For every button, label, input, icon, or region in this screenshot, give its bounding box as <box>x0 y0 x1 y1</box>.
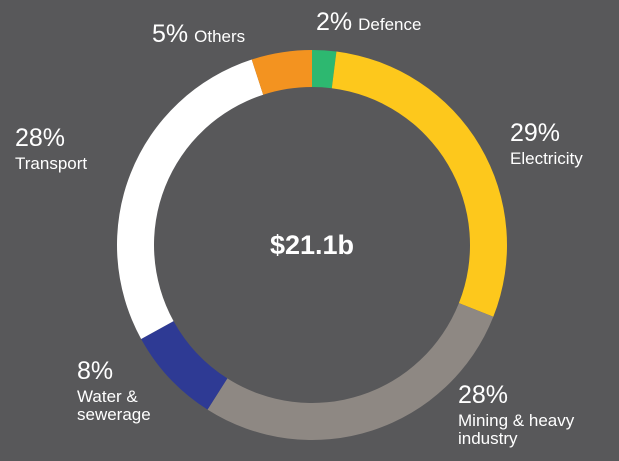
donut-segment <box>116 59 264 339</box>
donut-segment <box>141 321 228 410</box>
center-label: $21.1b <box>269 230 355 260</box>
value-label: 29% <box>510 119 561 147</box>
slice-label: 2% Defence <box>316 9 516 35</box>
category-label: Others <box>194 27 246 46</box>
category-label: Transport <box>15 154 88 174</box>
slice-label: 5% Others <box>152 21 352 47</box>
category-label: Electricity <box>510 149 583 169</box>
donut-segment <box>251 50 312 95</box>
slice-label: 28% Mining & heavy industry <box>458 382 618 448</box>
donut-segment <box>331 51 508 317</box>
category-label: Water & sewerage <box>77 387 151 425</box>
value-label: 8% <box>77 357 114 385</box>
value-label: 2% <box>316 8 353 36</box>
category-label: Mining & heavy industry <box>458 411 575 449</box>
slice-label: 8% Water & sewerage <box>77 358 187 424</box>
value-label: 28% <box>458 381 509 409</box>
slice-label: 29% Electricity <box>510 120 619 168</box>
slice-label: 28% Transport <box>15 125 125 173</box>
category-label: Defence <box>358 15 422 34</box>
donut-segment <box>312 50 337 89</box>
value-label: 28% <box>15 124 66 152</box>
value-label: 5% <box>152 20 189 48</box>
donut-segment <box>207 303 494 441</box>
